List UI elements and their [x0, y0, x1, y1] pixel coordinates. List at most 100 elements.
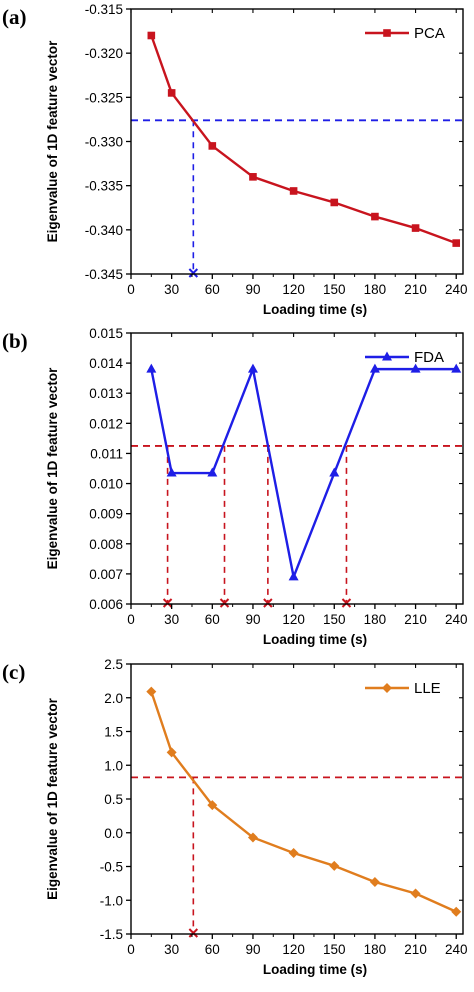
x-axis-title: Loading time (s) [263, 632, 367, 647]
y-tick-label: 2.0 [104, 691, 123, 706]
crossing-marker [263, 598, 273, 608]
legend-marker [383, 29, 391, 37]
x-tick-label: 120 [282, 282, 305, 297]
crossing-marker [219, 598, 230, 608]
x-tick-label: 60 [205, 612, 220, 627]
x-tick-label: 60 [205, 942, 220, 957]
y-tick-label: 0.012 [89, 416, 123, 431]
y-tick-label: -0.5 [100, 860, 123, 875]
y-tick-label: 0.011 [90, 446, 123, 461]
y-tick-label: -0.345 [85, 267, 123, 282]
crossing-marker [188, 928, 199, 938]
data-point [452, 239, 461, 247]
x-tick-label: 150 [323, 942, 346, 957]
x-tick-label: 210 [404, 612, 427, 627]
data-point [451, 906, 462, 917]
crossing-marker [341, 598, 352, 608]
y-tick-label: 1.5 [104, 725, 123, 740]
legend-marker [382, 683, 392, 693]
data-point [146, 363, 157, 373]
x-tick-label: 240 [445, 942, 468, 957]
panel-label: (a) [2, 5, 27, 29]
data-point [147, 31, 156, 40]
x-tick-label: 90 [245, 612, 260, 627]
y-tick-label: 0.013 [89, 386, 123, 401]
data-point [369, 363, 380, 373]
x-tick-label: 180 [364, 942, 387, 957]
x-tick-label: 0 [127, 942, 135, 957]
panel-c: (c) LLE 0 30 60 90 120 150 180 210 240 2.5 2.0 1.5 1.0… [2, 657, 467, 977]
y-tick-label: 2.5 [104, 657, 123, 672]
legend-marker [382, 351, 392, 361]
data-point [329, 860, 340, 871]
series-line [150, 691, 457, 913]
data-point [289, 187, 298, 195]
x-tick-label: 240 [445, 282, 468, 297]
data-point [167, 89, 176, 97]
y-tick-label: 0.5 [104, 792, 123, 807]
data-point [207, 467, 218, 477]
panel-b: (b) FDA 0 30 60 90 120 150 180 210 240 0.015 0.014 0.… [2, 326, 467, 647]
y-tick-label: -0.320 [85, 46, 123, 61]
data-point [288, 848, 299, 858]
x-tick-label: 240 [445, 612, 468, 627]
y-tick-label: -0.340 [85, 223, 123, 238]
crossing-marker [188, 268, 199, 278]
x-tick-label: 120 [282, 612, 305, 627]
data-point [288, 571, 299, 581]
x-tick-label: 90 [245, 942, 260, 957]
y-tick-label: -0.335 [85, 179, 123, 194]
x-tick-label: 0 [127, 282, 135, 297]
data-point [410, 363, 421, 373]
x-tick-label: 150 [323, 282, 346, 297]
x-axis-title: Loading time (s) [263, 962, 367, 977]
y-tick-label: 0.014 [89, 356, 123, 371]
panel-label: (b) [2, 329, 28, 353]
data-point [247, 363, 258, 373]
data-point [329, 467, 340, 477]
data-point [330, 198, 339, 207]
data-point [207, 800, 218, 811]
plot-frame [130, 8, 464, 275]
x-tick-label: 30 [164, 282, 179, 297]
panel-a: (a) PCA 0 30 60 90 120 150 180 210 240 -0.315 -0.320… [2, 2, 467, 317]
y-tick-label: -1.0 [100, 893, 123, 908]
y-tick-label: 1.0 [104, 758, 123, 773]
panel-label: (c) [2, 660, 25, 684]
plot-frame [130, 332, 464, 605]
y-tick-label: -0.330 [85, 135, 123, 150]
data-point [371, 212, 379, 221]
data-point [208, 142, 217, 150]
y-tick-label: 0.015 [89, 326, 123, 341]
y-tick-label: -1.5 [100, 927, 123, 942]
data-point [249, 173, 257, 181]
y-tick-label: 0.006 [89, 597, 123, 612]
y-tick-label: 0.008 [89, 537, 123, 552]
x-tick-label: 60 [205, 282, 220, 297]
crossing-marker [162, 598, 173, 608]
series-line [150, 35, 457, 245]
data-point [410, 888, 421, 899]
data-point [369, 877, 380, 888]
x-tick-label: 90 [245, 282, 260, 297]
x-tick-label: 150 [323, 612, 346, 627]
x-axis-title: Loading time (s) [263, 302, 367, 317]
data-point [166, 747, 177, 758]
x-tick-label: 120 [282, 942, 305, 957]
y-tick-label: -0.315 [85, 2, 123, 17]
y-tick-label: 0.0 [104, 826, 123, 841]
y-tick-label: 0.009 [89, 507, 123, 522]
x-tick-label: 210 [404, 282, 427, 297]
data-point [247, 832, 258, 843]
x-tick-label: 180 [364, 282, 387, 297]
data-point [451, 363, 462, 373]
x-tick-label: 210 [404, 942, 427, 957]
data-point [146, 686, 157, 697]
data-point [166, 467, 177, 477]
legend-label: PCA [414, 25, 445, 42]
x-tick-label: 30 [164, 612, 179, 627]
series-line [150, 367, 457, 579]
y-axis-title: Eigenvalue of 1D feature vector [45, 367, 60, 570]
x-tick-label: 180 [364, 612, 387, 627]
